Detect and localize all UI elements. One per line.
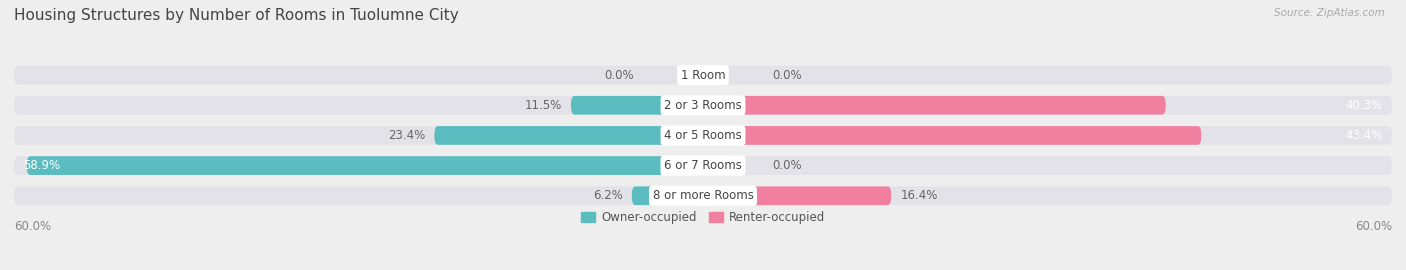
Text: 0.0%: 0.0% [772,159,801,172]
FancyBboxPatch shape [703,186,891,205]
Text: 60.0%: 60.0% [14,221,51,234]
Text: 2 or 3 Rooms: 2 or 3 Rooms [664,99,742,112]
Legend: Owner-occupied, Renter-occupied: Owner-occupied, Renter-occupied [576,207,830,229]
FancyBboxPatch shape [14,66,1392,85]
FancyBboxPatch shape [14,156,1392,175]
Text: 6.2%: 6.2% [593,189,623,202]
FancyBboxPatch shape [14,126,1392,145]
Text: 16.4%: 16.4% [900,189,938,202]
Text: Source: ZipAtlas.com: Source: ZipAtlas.com [1274,8,1385,18]
Text: 23.4%: 23.4% [388,129,425,142]
Text: 0.0%: 0.0% [605,69,634,82]
Text: 43.4%: 43.4% [1346,129,1382,142]
Text: 40.3%: 40.3% [1346,99,1382,112]
Text: Housing Structures by Number of Rooms in Tuolumne City: Housing Structures by Number of Rooms in… [14,8,458,23]
FancyBboxPatch shape [703,96,1166,115]
FancyBboxPatch shape [14,186,1392,205]
FancyBboxPatch shape [434,126,703,145]
Text: 1 Room: 1 Room [681,69,725,82]
FancyBboxPatch shape [571,96,703,115]
Text: 58.9%: 58.9% [24,159,60,172]
Text: 60.0%: 60.0% [1355,221,1392,234]
FancyBboxPatch shape [631,186,703,205]
Text: 4 or 5 Rooms: 4 or 5 Rooms [664,129,742,142]
FancyBboxPatch shape [14,96,1392,115]
Text: 6 or 7 Rooms: 6 or 7 Rooms [664,159,742,172]
FancyBboxPatch shape [27,156,703,175]
FancyBboxPatch shape [703,126,1201,145]
Text: 0.0%: 0.0% [772,69,801,82]
Text: 8 or more Rooms: 8 or more Rooms [652,189,754,202]
Text: 11.5%: 11.5% [524,99,562,112]
